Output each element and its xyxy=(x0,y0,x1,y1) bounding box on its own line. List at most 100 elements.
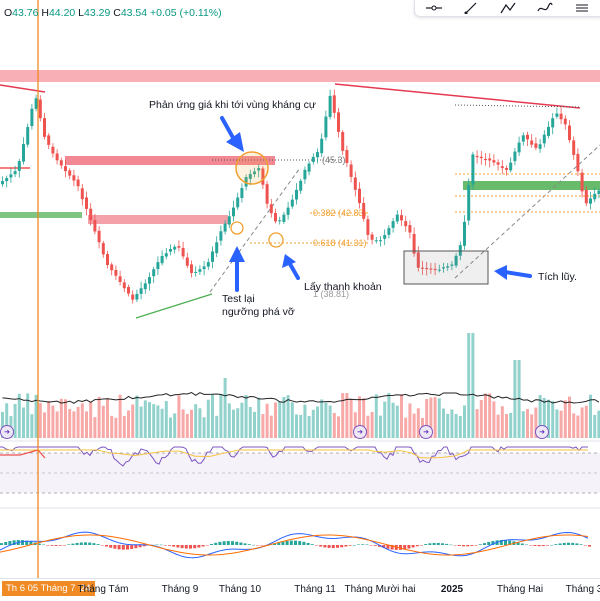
macd-hist-bar xyxy=(424,544,428,545)
macd-hist-bar xyxy=(428,543,432,545)
more-tools-icon[interactable] xyxy=(571,1,593,15)
high-label: H xyxy=(41,7,49,19)
time-label: Tháng 11 xyxy=(294,584,336,595)
candle-body xyxy=(521,135,525,142)
macd-hist-bar xyxy=(180,545,184,549)
macd-hist-bar xyxy=(415,545,419,547)
macd-hist-bar xyxy=(117,545,121,550)
candle-body xyxy=(467,184,471,221)
ohlc-legend: O43.76 H44.20 L43.29 C43.54 +0.05 (+0.11… xyxy=(4,7,222,19)
macd-hist-bar xyxy=(457,545,461,546)
volume-bar xyxy=(488,393,492,438)
candle-body xyxy=(593,193,597,200)
candle-body xyxy=(454,255,458,266)
volume-bar xyxy=(505,413,508,438)
candle-body xyxy=(429,268,433,270)
candle-body xyxy=(387,228,391,235)
candle-body xyxy=(442,267,445,269)
candle-body xyxy=(185,257,189,266)
candle-body xyxy=(72,175,76,181)
macd-hist-bar xyxy=(453,545,457,546)
volume-bar xyxy=(345,393,349,438)
macd-hist-bar xyxy=(260,545,264,546)
volume-bar xyxy=(383,401,387,438)
volume-bar xyxy=(38,402,42,438)
volume-bar xyxy=(358,396,361,438)
volume-bar xyxy=(93,417,97,438)
candle-body xyxy=(227,216,231,225)
replay-arrow-icon[interactable]: ➜ xyxy=(419,425,433,439)
volume-bar xyxy=(349,398,353,438)
candle-body xyxy=(257,168,261,171)
rsi-overbought-marker xyxy=(0,449,46,459)
macd-hist-bar xyxy=(210,543,213,545)
candle-body xyxy=(118,276,122,282)
resistance-zone-mid xyxy=(65,156,275,165)
volume-bar xyxy=(236,408,240,438)
candle-body xyxy=(9,174,13,178)
time-axis[interactable]: Th 6 05 Tháng 7 '24 Tháng Tám Tháng 9 Th… xyxy=(0,578,600,601)
candle-body xyxy=(43,118,46,137)
macd-hist-bar xyxy=(420,545,423,546)
volume-bar xyxy=(177,395,181,438)
candle-body xyxy=(274,212,277,222)
candle-body xyxy=(244,177,248,187)
macd-hist-bar xyxy=(399,545,402,550)
candle-body xyxy=(80,188,84,200)
volume-bar xyxy=(320,399,324,438)
high-value: 44.20 xyxy=(48,7,76,19)
candle-body xyxy=(295,189,298,200)
volume-bar xyxy=(547,399,550,438)
candle-body xyxy=(362,202,366,219)
path-tool-icon[interactable] xyxy=(497,1,519,15)
volume-bar xyxy=(337,416,340,438)
macd-hist-bar xyxy=(306,542,310,545)
support-zone-left xyxy=(0,212,82,218)
drawing-toolbar xyxy=(414,0,600,17)
volume-bar xyxy=(479,399,483,438)
macd-hist-bar xyxy=(222,541,226,545)
candle-body xyxy=(307,163,311,172)
macd-hist-bar xyxy=(558,543,562,545)
candle-body xyxy=(76,179,80,187)
volume-bar xyxy=(22,407,25,438)
volume-bar xyxy=(164,401,168,438)
candle-body xyxy=(97,230,101,243)
candle-body xyxy=(101,243,105,255)
volume-bar xyxy=(576,415,580,438)
accumulation-box xyxy=(403,250,489,285)
trend-line-icon[interactable] xyxy=(460,1,482,15)
replay-arrow-icon[interactable]: ➜ xyxy=(0,425,14,439)
fib-label-0: (45.3) xyxy=(322,155,346,165)
replay-arrow-icon[interactable]: ➜ xyxy=(535,425,549,439)
candle-body xyxy=(542,134,546,144)
candle-body xyxy=(584,190,588,204)
macd-hist-bar xyxy=(529,545,533,546)
macd-hist-bar xyxy=(126,545,129,550)
candle-body xyxy=(526,134,529,140)
horizontal-ray-icon[interactable] xyxy=(423,1,445,15)
candle-body xyxy=(400,215,403,221)
volume-bar xyxy=(475,409,479,438)
macd-hist-bar xyxy=(441,543,444,545)
volume-bar xyxy=(496,414,500,438)
volume-bar xyxy=(395,405,399,438)
macd-hist-bar xyxy=(533,545,537,547)
volume-bar xyxy=(454,413,458,438)
change-value: +0.05 (+0.11%) xyxy=(150,7,222,19)
volume-bar xyxy=(106,398,109,438)
macd-hist-bar xyxy=(554,544,558,545)
macd-hist-bar xyxy=(348,545,352,546)
macd-hist-bar xyxy=(546,545,549,546)
candle-body xyxy=(366,219,370,235)
volume-bar xyxy=(362,398,366,438)
brush-icon[interactable] xyxy=(534,1,556,15)
trendline-support-low xyxy=(135,293,213,319)
candle-body xyxy=(47,135,51,145)
macd-hist-bar xyxy=(243,543,247,545)
volume-bar xyxy=(5,403,9,438)
candle-body xyxy=(143,283,147,290)
candle-body xyxy=(34,98,38,109)
replay-arrow-icon[interactable]: ➜ xyxy=(353,425,367,439)
